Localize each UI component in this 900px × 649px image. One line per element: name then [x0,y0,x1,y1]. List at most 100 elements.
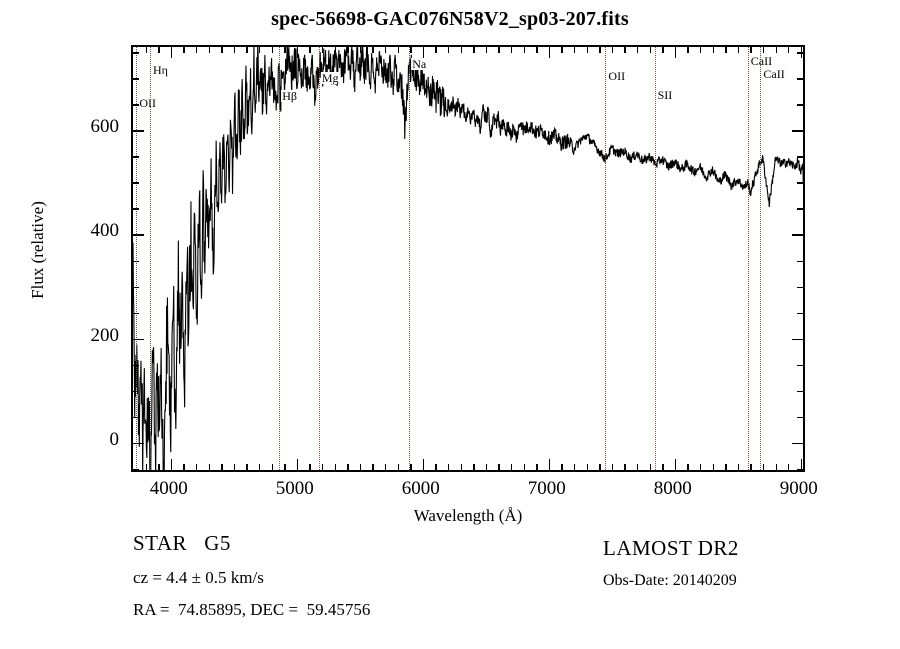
axis-tick [460,47,462,53]
axis-tick [687,464,689,470]
axis-tick [498,464,500,470]
axis-tick [246,47,248,53]
axis-tick [309,464,311,470]
x-axis-tick-label: 7000 [527,478,566,499]
axis-tick [797,78,803,80]
axis-tick [797,416,803,419]
axis-tick [133,416,139,419]
axis-tick [133,156,139,158]
axis-tick [133,468,139,470]
axis-tick [797,260,803,262]
axis-tick [309,47,311,53]
axis-tick [775,464,777,470]
axis-tick [372,47,374,53]
axis-tick [649,464,651,470]
axis-tick [699,47,702,53]
axis-tick [133,104,139,106]
spectral-line-label: Hη [152,63,169,78]
axis-tick [725,464,727,470]
axis-tick [797,156,803,158]
axis-tick [788,464,790,470]
axis-tick [321,464,324,470]
axis-tick [636,464,639,470]
redshift-text: cz = 4.4 ± 0.5 km/s [133,568,264,587]
axis-tick [133,78,139,80]
axis-tick [133,182,139,184]
axis-tick [662,47,664,53]
axis-tick [762,464,765,470]
x-axis-tick-label: 5000 [275,478,314,499]
spectral-line-label: SII [656,87,674,102]
axis-tick [359,464,362,470]
spectral-line-marker [150,47,151,470]
axis-tick [792,442,803,445]
axis-tick [649,47,651,53]
axis-tick [548,459,551,470]
axis-tick [347,47,349,53]
axis-tick [536,464,538,470]
axis-tick [523,47,525,53]
axis-tick [258,464,261,470]
object-class-text: STAR G5 [133,531,231,555]
axis-tick [712,47,714,53]
axis-tick [674,47,677,58]
spectral-line-marker [279,47,281,470]
axis-tick [792,234,803,237]
spectral-line-marker [747,47,749,470]
axis-tick [271,47,273,53]
axis-tick [712,464,714,470]
axis-tick [573,464,576,470]
axis-tick [372,464,374,470]
axis-tick [271,464,273,470]
axis-tick [498,47,500,53]
y-axis-tick-label: 600 [90,116,120,138]
axis-tick [296,47,299,58]
spectral-line-marker [136,47,138,470]
axis-tick [662,464,664,470]
axis-tick [561,47,563,53]
axis-tick [797,312,803,314]
x-axis-tick-label: 8000 [653,478,692,499]
y-axis-tick-label: 0 [109,428,120,450]
axis-tick [284,464,286,470]
axis-tick [586,464,588,470]
axis-tick [170,47,173,58]
axis-tick [699,464,702,470]
axis-tick [321,47,324,53]
spectral-line-label: OII [138,96,158,111]
axis-tick [233,47,236,53]
axis-tick [485,464,488,470]
axis-tick [599,464,601,470]
axis-tick [687,47,689,53]
y-axis-tick-label: 400 [90,220,120,242]
axis-tick [750,47,752,53]
spectral-line-marker [318,47,320,470]
y-axis-tick-label: 200 [90,324,120,346]
axis-tick [750,464,752,470]
spectral-line-label: CaII [749,53,774,68]
axis-tick [195,47,198,53]
axis-tick [422,47,425,58]
axis-tick [792,338,803,341]
spectrum-plot: OII Hη Hβ Mg Na OII SII CaII CaII [131,45,805,472]
axis-tick [611,47,614,53]
axis-tick [561,464,563,470]
axis-tick [775,47,777,53]
axis-tick [284,47,286,53]
axis-tick [133,234,144,237]
obs-date-text: Obs-Date: 20140209 [603,572,737,589]
axis-tick [384,464,387,470]
axis-tick [221,47,223,53]
axis-tick [485,47,488,53]
axis-tick [435,464,437,470]
axis-tick [208,47,210,53]
axis-tick [510,47,513,53]
axis-tick [133,130,144,132]
axis-tick [158,464,160,470]
axis-tick [636,47,639,53]
spectral-line-label: Na [411,56,428,71]
axis-tick [359,47,362,53]
axis-tick [737,47,740,53]
axis-tick [347,464,349,470]
x-axis-title: Wavelength (Å) [413,506,523,525]
